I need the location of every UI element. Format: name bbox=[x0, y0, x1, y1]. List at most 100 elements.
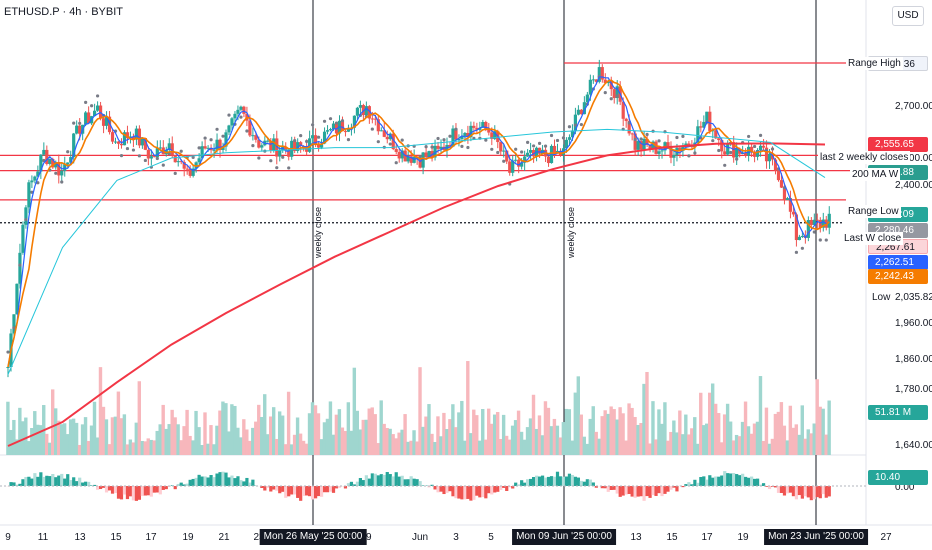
sar-dot bbox=[615, 94, 619, 98]
volume-bar bbox=[451, 404, 455, 455]
volume-bar bbox=[785, 440, 790, 455]
oscillator-bar bbox=[624, 486, 628, 495]
volume-bar bbox=[107, 444, 112, 455]
currency-button[interactable]: USD bbox=[892, 6, 924, 26]
candle-body bbox=[478, 127, 482, 130]
candle-body bbox=[78, 125, 82, 134]
volume-bar bbox=[379, 400, 383, 455]
candle-body bbox=[699, 126, 703, 128]
oscillator-bar bbox=[618, 486, 622, 497]
volume-bar bbox=[388, 428, 392, 455]
volume-bar bbox=[89, 425, 94, 455]
low-label: Low bbox=[872, 292, 891, 303]
oscillator-bar bbox=[328, 486, 333, 492]
volume-bar bbox=[660, 423, 664, 455]
oscillator-bar bbox=[54, 477, 58, 486]
oscillator-tag: 10.40 bbox=[868, 470, 928, 485]
volume-bar bbox=[92, 401, 97, 455]
volume-bar bbox=[582, 436, 586, 455]
volume-bar bbox=[286, 391, 291, 455]
volume-bar bbox=[472, 409, 476, 455]
volume-bar bbox=[21, 421, 25, 455]
oscillator-bar bbox=[741, 473, 745, 486]
candle-body bbox=[36, 171, 40, 177]
candle-body bbox=[493, 131, 497, 139]
candle-body bbox=[657, 151, 661, 154]
volume-bar bbox=[531, 394, 536, 455]
candle-body bbox=[651, 141, 655, 150]
volume-bar bbox=[304, 443, 309, 455]
oscillator-bar bbox=[275, 486, 279, 491]
oscillator-bar bbox=[349, 481, 354, 486]
candle-body bbox=[720, 140, 724, 152]
candle-body bbox=[296, 142, 300, 151]
volume-bar bbox=[773, 413, 778, 455]
oscillator-bar bbox=[251, 479, 255, 486]
sar-dot bbox=[532, 144, 536, 148]
volume-bar bbox=[167, 424, 171, 455]
oscillator-bar bbox=[591, 482, 595, 486]
oscillator-bar bbox=[687, 482, 691, 486]
oscillator-bar bbox=[469, 486, 473, 501]
x-date-highlight: Mon 09 Jun '25 00:00 bbox=[512, 529, 616, 545]
oscillator-bar bbox=[499, 486, 503, 490]
oscillator-bar bbox=[609, 486, 613, 490]
volume-bar bbox=[421, 426, 425, 455]
oscillator-bar bbox=[546, 476, 551, 486]
candle-body bbox=[711, 130, 715, 132]
volume-bar bbox=[487, 408, 491, 455]
volume-bar bbox=[678, 410, 682, 455]
candle-body bbox=[209, 147, 213, 151]
volume-bar bbox=[684, 414, 688, 455]
oscillator-bar bbox=[666, 486, 670, 492]
sar-dot bbox=[723, 163, 727, 167]
oscillator-bar bbox=[496, 486, 500, 492]
candle-body bbox=[179, 161, 183, 163]
candle-body bbox=[549, 145, 554, 164]
oscillator-bar bbox=[388, 474, 392, 486]
oscillator-bar bbox=[490, 486, 494, 495]
candle-body bbox=[669, 148, 673, 158]
oscillator-bar bbox=[824, 486, 828, 498]
oscillator-bar bbox=[732, 473, 736, 486]
volume-bar bbox=[215, 425, 219, 455]
volume-bar bbox=[119, 418, 124, 455]
oscillator-bar bbox=[9, 482, 13, 486]
oscillator-bar bbox=[42, 476, 46, 486]
volume-bar bbox=[39, 425, 43, 455]
volume-bar bbox=[137, 381, 142, 455]
oscillator-bar bbox=[735, 474, 739, 486]
candle-body bbox=[221, 146, 225, 150]
candle-body bbox=[681, 146, 685, 151]
volume-bar bbox=[528, 418, 533, 455]
volume-bar bbox=[209, 425, 213, 455]
candle-body bbox=[239, 106, 243, 110]
candle-body bbox=[624, 118, 628, 122]
sar-dot bbox=[316, 135, 321, 139]
candle-body bbox=[758, 145, 763, 151]
annotation-200ma-w: 200 MA W bbox=[850, 168, 901, 181]
oscillator-bar bbox=[663, 486, 667, 494]
oscillator-bar bbox=[84, 481, 88, 486]
volume-bar bbox=[719, 442, 724, 455]
volume-bar bbox=[824, 434, 828, 455]
candle-body bbox=[379, 130, 383, 132]
volume-bar bbox=[397, 432, 401, 455]
oscillator-bar bbox=[346, 483, 351, 486]
volume-bar bbox=[179, 440, 183, 455]
oscillator-bar bbox=[773, 486, 778, 488]
oscillator-bar bbox=[669, 486, 673, 490]
volume-bar bbox=[469, 433, 473, 455]
volume-bar bbox=[746, 426, 751, 455]
candle-body bbox=[394, 149, 398, 152]
candle-body bbox=[185, 168, 189, 170]
candle-body bbox=[797, 236, 801, 241]
x-tick-label: 15 bbox=[110, 532, 122, 543]
volume-bar bbox=[53, 408, 58, 455]
oscillator-bar bbox=[821, 486, 825, 495]
sar-dot bbox=[293, 138, 297, 143]
volume-bar bbox=[782, 425, 787, 455]
sar-dot bbox=[555, 138, 560, 143]
oscillator-bar bbox=[370, 473, 374, 486]
